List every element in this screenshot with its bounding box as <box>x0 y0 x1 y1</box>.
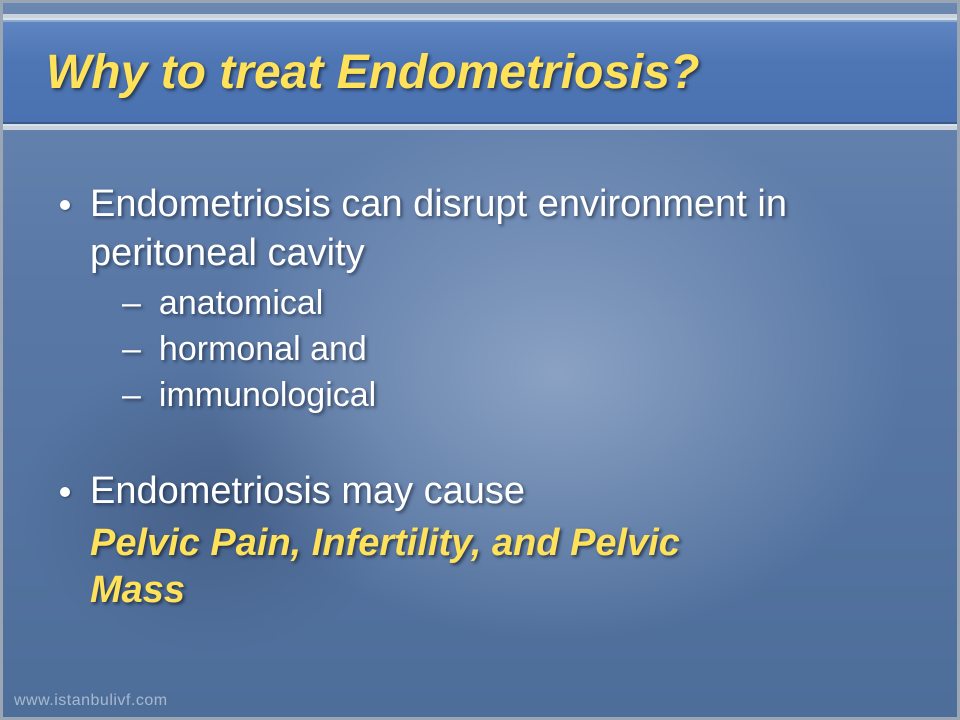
slide-title: Why to treat Endometriosis? <box>46 45 699 100</box>
spacer <box>60 419 912 467</box>
slide-body: Endometriosis can disrupt environment in… <box>60 180 912 615</box>
bullet-dot-icon <box>60 200 70 210</box>
bullet-text: hormonal and <box>159 327 367 373</box>
bullet-text: Endometriosis may cause <box>90 467 525 516</box>
dash-icon: – <box>122 281 141 327</box>
highlight-text: Pelvic Pain, Infertility, and Pelvic <box>90 522 680 564</box>
highlight-line: Mass <box>90 567 912 615</box>
highlight-line: Pelvic Pain, Infertility, and Pelvic <box>90 520 912 568</box>
dash-icon: – <box>122 327 141 373</box>
bullet-level1: Endometriosis may cause <box>60 467 912 516</box>
dash-icon: – <box>122 373 141 419</box>
bullet-level2: – hormonal and <box>122 327 912 373</box>
bullet-text: immunological <box>159 373 376 419</box>
bullet-dot-icon <box>60 487 70 497</box>
bullet-level1: Endometriosis can disrupt environment in… <box>60 180 912 277</box>
bullet-level2: – anatomical <box>122 281 912 327</box>
highlight-text: Mass <box>90 569 185 611</box>
bullet-text: Endometriosis can disrupt environment in… <box>90 180 912 277</box>
watermark: www.istanbulivf.com <box>14 692 168 710</box>
bullet-text: anatomical <box>159 281 323 327</box>
bullet-level2: – immunological <box>122 373 912 419</box>
title-band: Why to treat Endometriosis? <box>0 18 960 126</box>
